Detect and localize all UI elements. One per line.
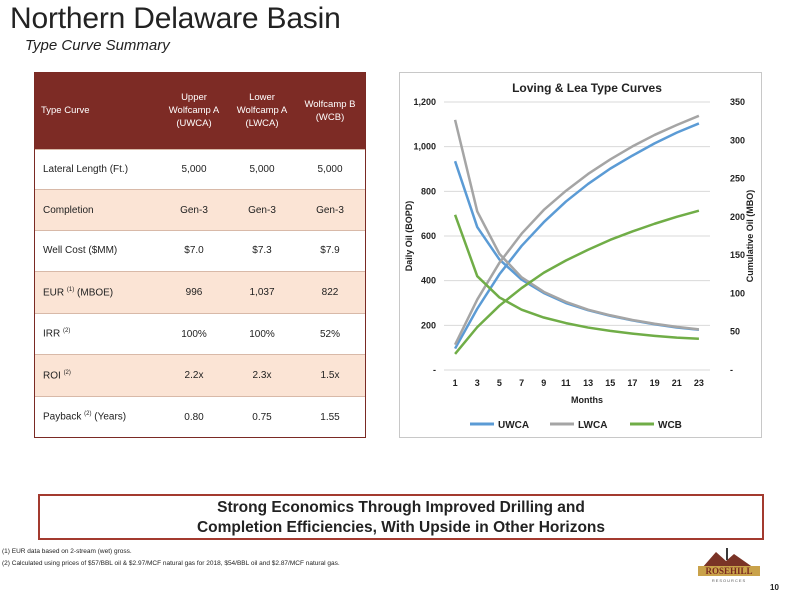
- table-cell: 5,000: [295, 148, 365, 190]
- legend-label: LWCA: [578, 420, 607, 431]
- logo-band: [698, 566, 760, 576]
- table-row: Completion Gen-3 Gen-3 Gen-3: [35, 189, 365, 231]
- x-tick-label: 11: [561, 378, 571, 388]
- y-tick-label: 1,200: [413, 97, 436, 107]
- x-tick-label: 7: [519, 378, 524, 388]
- x-tick-label: 23: [694, 378, 704, 388]
- header-type-curve: Type Curve: [35, 73, 159, 149]
- table-cell: $7.3: [229, 230, 295, 272]
- x-tick-label: 15: [605, 378, 615, 388]
- y2-tick-label: 200: [730, 212, 745, 222]
- table-header-row: Type Curve Upper Wolfcamp A (UWCA) Lower…: [35, 73, 365, 149]
- x-tick-label: 13: [583, 378, 593, 388]
- table-row: IRR (2) 100% 100% 52%: [35, 312, 365, 355]
- banner-line-1: Strong Economics Through Improved Drilli…: [217, 499, 585, 516]
- x-tick-label: 19: [650, 378, 660, 388]
- y-tick-label: 800: [421, 186, 436, 196]
- table-row: Lateral Length (Ft.) 5,000 5,000 5,000: [35, 148, 365, 190]
- table-cell: 2.3x: [229, 354, 295, 397]
- table-cell: 0.80: [159, 396, 229, 437]
- x-tick-label: 3: [475, 378, 480, 388]
- table-row: EUR (1) (MBOE) 996 1,037 822: [35, 270, 365, 314]
- footnote-2: (2) Calculated using prices of $57/BBL o…: [2, 560, 340, 567]
- banner-line-2: Completion Efficiencies, With Upside in …: [196, 519, 606, 536]
- summary-banner: Strong Economics Through Improved Drilli…: [38, 494, 764, 540]
- y2-tick-label: 350: [730, 97, 745, 107]
- type-curve-chart: - 200 400 600 800 1,000 1,200 - 50 100 150 200 250 30…: [399, 72, 762, 438]
- header-lwca: Lower Wolfcamp A (LWCA): [229, 73, 295, 149]
- x-tick-label: 5: [497, 378, 502, 388]
- table-row: ROI (2) 2.2x 2.3x 1.5x: [35, 354, 365, 397]
- row-label: EUR (1) (MBOE): [35, 270, 159, 314]
- series-line-cumulative: [453, 114, 700, 346]
- page-number: 10: [770, 583, 779, 592]
- series-line-cumulative: [454, 209, 700, 355]
- logo-subtext: RESOURCES: [712, 578, 746, 583]
- table-cell: 822: [295, 270, 365, 314]
- y-tick-label: -: [433, 365, 436, 375]
- y2-axis-label: Cumulative Oil (MBO): [745, 190, 755, 283]
- logo-derrick-icon: [726, 548, 728, 560]
- x-axis-label: Months: [571, 395, 603, 405]
- table-cell: 52%: [295, 312, 365, 355]
- row-label: Payback (2) (Years): [35, 396, 159, 437]
- legend-label: UWCA: [498, 420, 529, 431]
- y2-tick-label: 300: [730, 135, 745, 145]
- table-cell: Gen-3: [229, 189, 295, 231]
- page-subtitle: Type Curve Summary: [25, 37, 170, 54]
- page-title: Northern Delaware Basin: [10, 2, 341, 35]
- table-cell: 5,000: [229, 148, 295, 190]
- x-tick-label: 9: [541, 378, 546, 388]
- legend-label: WCB: [658, 420, 682, 431]
- table-cell: $7.0: [159, 230, 229, 272]
- series-line-daily: [453, 214, 699, 340]
- x-tick-label: 21: [672, 378, 682, 388]
- row-label: Lateral Length (Ft.): [35, 148, 159, 190]
- y-tick-label: 600: [421, 231, 436, 241]
- y2-tick-label: 100: [730, 288, 745, 298]
- table-cell: 2.2x: [159, 354, 229, 397]
- table-cell: 100%: [159, 312, 229, 355]
- table-cell: 1,037: [229, 270, 295, 314]
- x-tick-label: 17: [627, 378, 637, 388]
- y-tick-label: 400: [421, 276, 436, 286]
- table-row: Payback (2) (Years) 0.80 0.75 1.55: [35, 396, 365, 437]
- table-cell: 100%: [229, 312, 295, 355]
- chart-title: Loving & Lea Type Curves: [512, 81, 662, 95]
- table-row: Well Cost ($MM) $7.0 $7.3 $7.9: [35, 230, 365, 272]
- table-cell: $7.9: [295, 230, 365, 272]
- series-line-cumulative: [453, 122, 700, 350]
- y2-tick-label: 150: [730, 250, 745, 260]
- y-tick-label: 200: [421, 320, 436, 330]
- table-cell: 5,000: [159, 148, 229, 190]
- y-tick-label: 1,000: [413, 142, 436, 152]
- y2-tick-label: -: [730, 365, 733, 375]
- footnote-1: (1) EUR data based on 2-stream (wet) gro…: [2, 548, 132, 555]
- row-label: IRR (2): [35, 312, 159, 355]
- table-cell: 0.75: [229, 396, 295, 437]
- table-cell: 1.55: [295, 396, 365, 437]
- logo-text: ROSEHILL: [705, 566, 752, 576]
- row-label: Completion: [35, 189, 159, 231]
- y-axis-label: Daily Oil (BOPD): [404, 201, 414, 272]
- table-cell: 1.5x: [295, 354, 365, 397]
- company-logo: ROSEHILL RESOURCES: [698, 548, 760, 583]
- type-curve-table: Type Curve Upper Wolfcamp A (UWCA) Lower…: [34, 72, 366, 438]
- table-cell: 996: [159, 270, 229, 314]
- y2-tick-label: 50: [730, 327, 740, 337]
- y2-tick-label: 250: [730, 174, 745, 184]
- x-tick-label: 1: [453, 378, 458, 388]
- row-label: ROI (2): [35, 354, 159, 397]
- table-cell: Gen-3: [295, 189, 365, 231]
- header-uwca: Upper Wolfcamp A (UWCA): [159, 73, 229, 149]
- chart-svg: - 200 400 600 800 1,000 1,200 - 50 100 150 200 250 30…: [404, 81, 755, 431]
- header-wcb: Wolfcamp B (WCB): [295, 73, 365, 149]
- series-line-daily: [453, 119, 700, 331]
- table-cell: Gen-3: [159, 189, 229, 231]
- row-label: Well Cost ($MM): [35, 230, 159, 272]
